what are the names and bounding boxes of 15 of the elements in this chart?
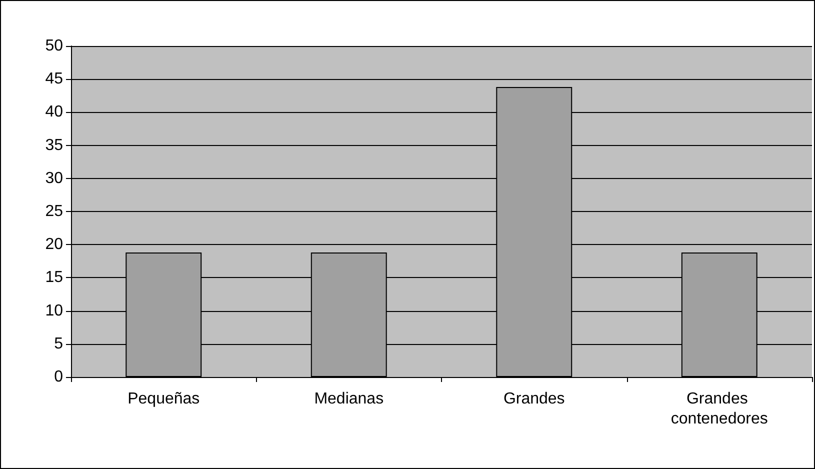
y-tick-label: 25 (45, 203, 64, 220)
y-tick-label: 15 (45, 269, 64, 286)
y-tick-label: 30 (45, 170, 64, 187)
y-tick-label: 0 (54, 368, 64, 386)
y-tick-label: 35 (45, 136, 64, 154)
y-tick-label: 10 (45, 302, 64, 320)
y-tick-label: 40 (45, 104, 64, 121)
y-tick-label: 5 (54, 335, 64, 352)
y-tick-label: 20 (45, 236, 64, 254)
x-tick-label: Grandes contenedores (670, 390, 768, 428)
x-tick-label: Grandes (503, 390, 565, 408)
x-tick-label: Medianas (314, 390, 384, 408)
y-tick-label: 50 (45, 38, 64, 54)
y-tick-label: 45 (45, 70, 64, 88)
x-tick-label: Pequeñas (128, 390, 200, 408)
